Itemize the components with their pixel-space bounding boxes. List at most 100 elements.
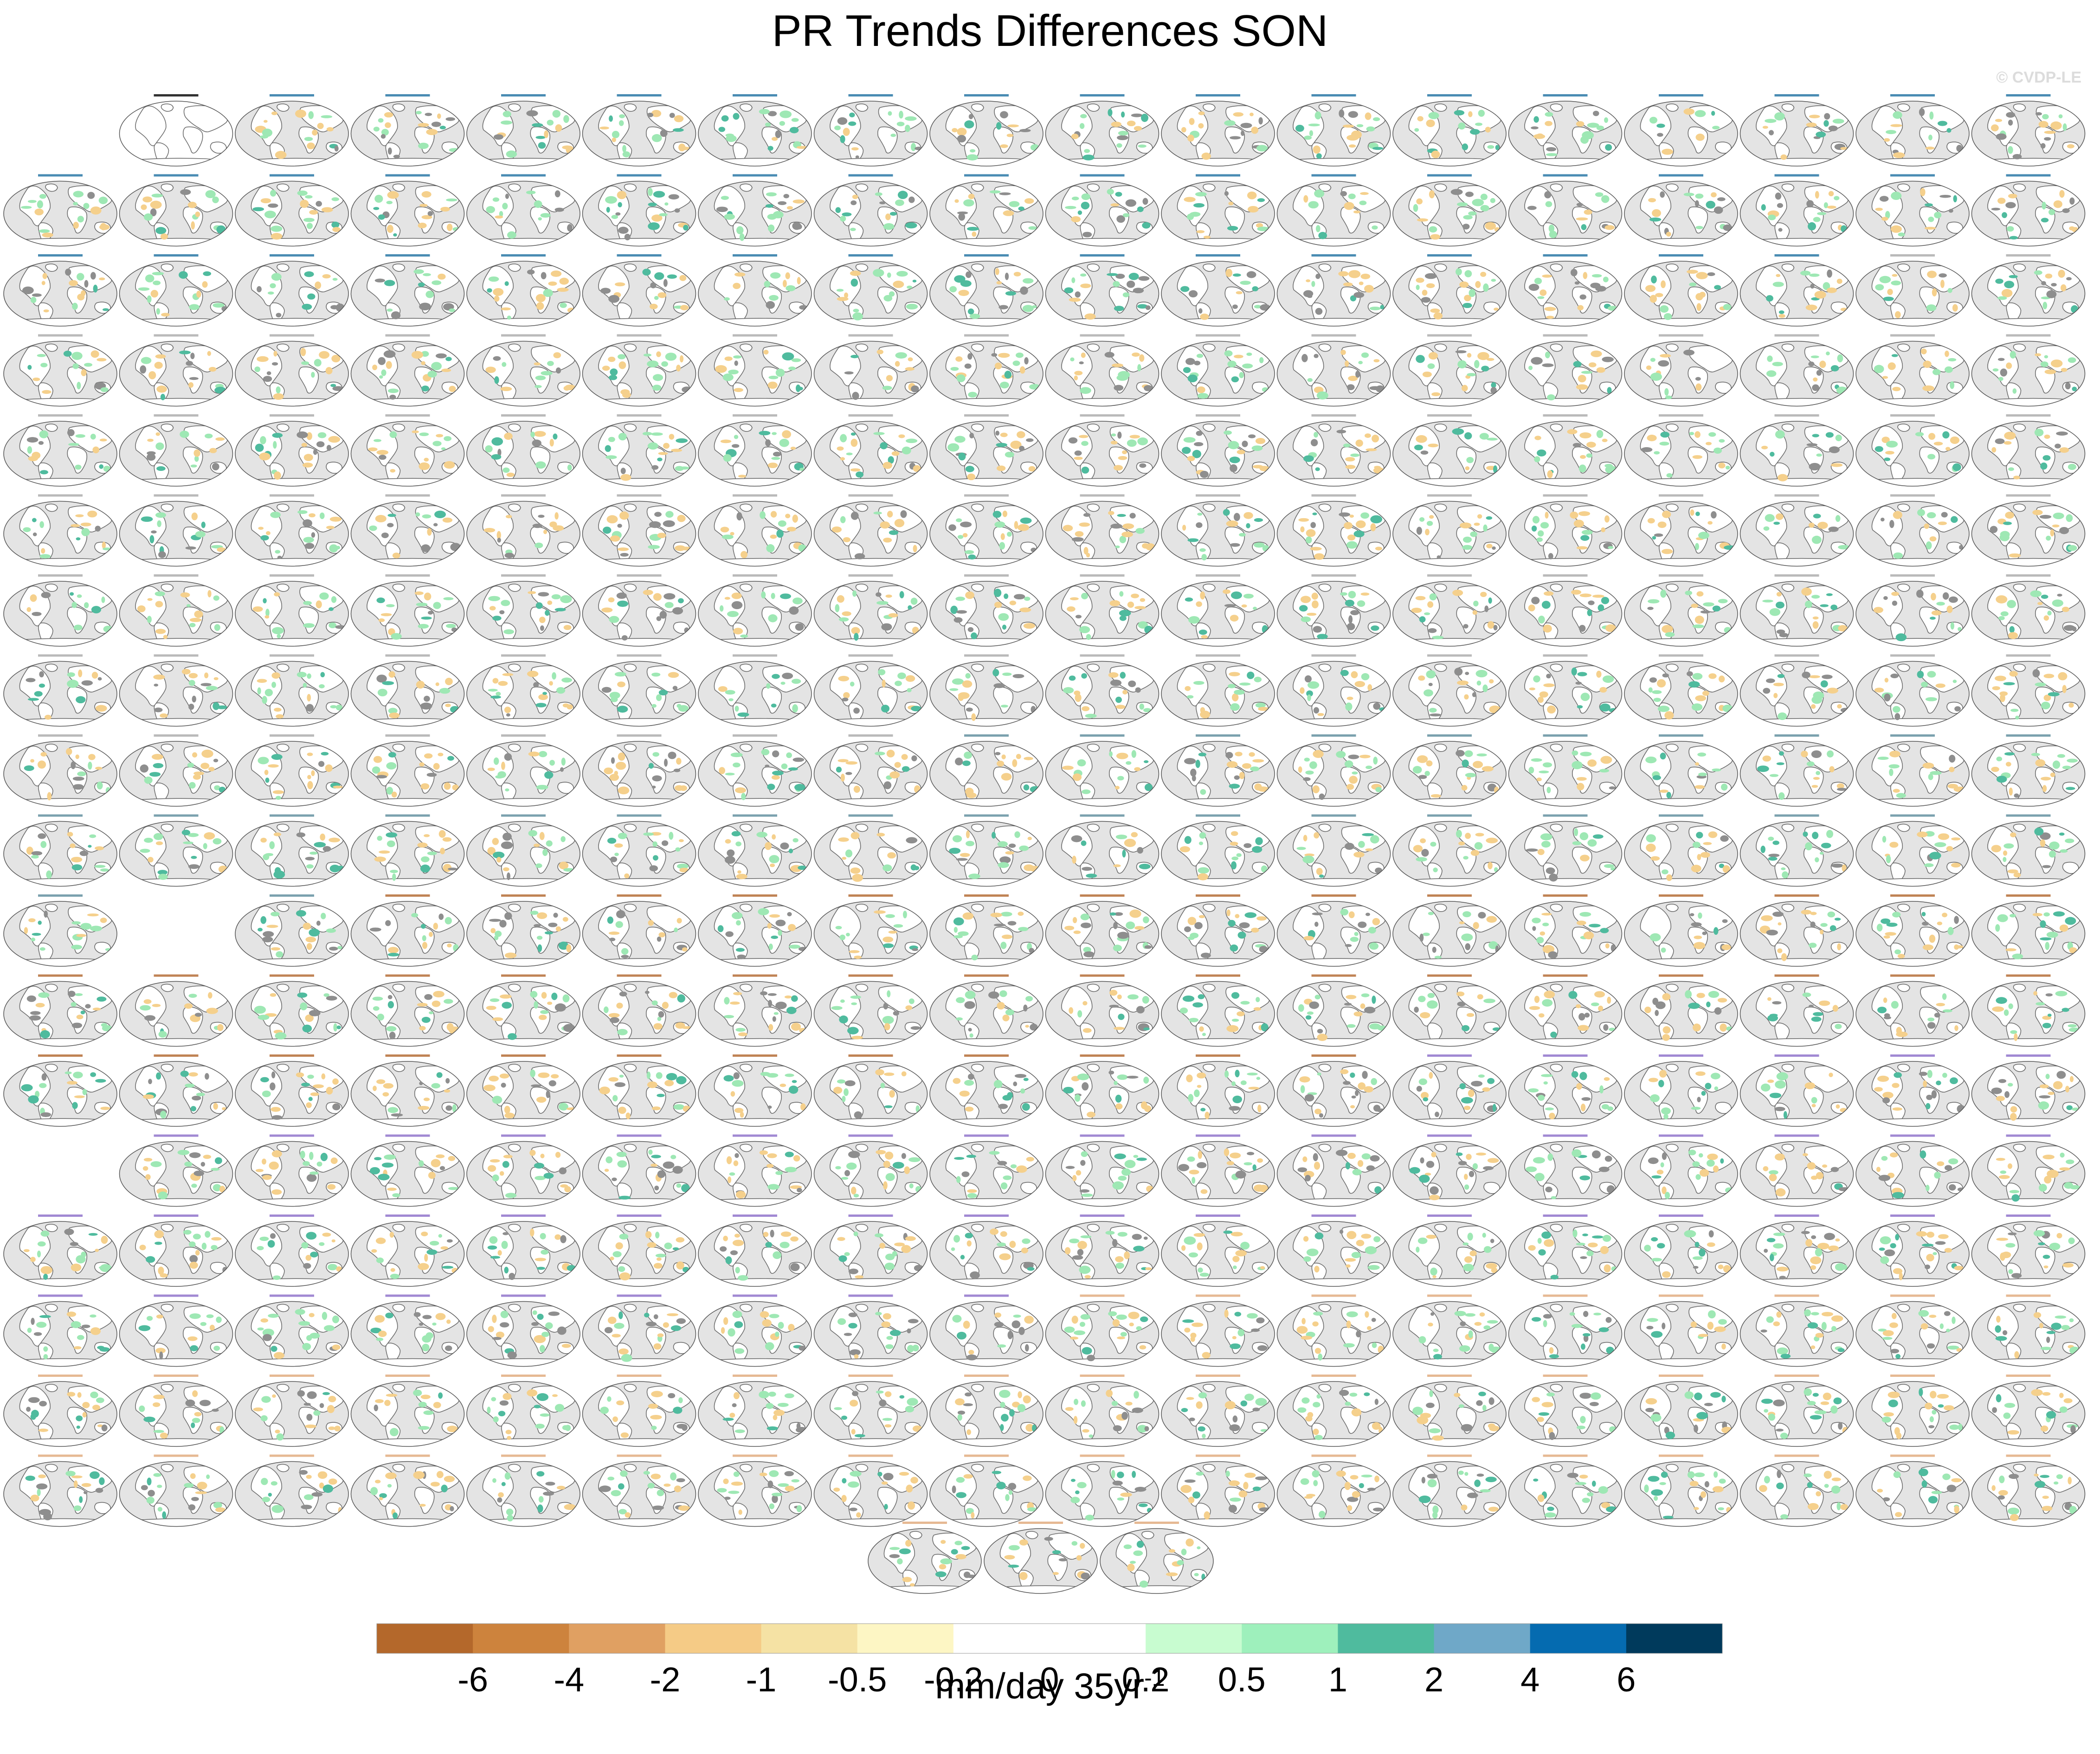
trend-patch (1587, 609, 1592, 617)
panel-title-mark (1427, 414, 1472, 417)
trend-patch (1230, 543, 1240, 547)
trend-patch (1598, 1005, 1604, 1012)
trend-patch (993, 923, 1006, 927)
trend-patch (1350, 937, 1359, 942)
trend-patch (994, 602, 1002, 608)
panel-title-mark (964, 334, 1009, 337)
trend-patch (1812, 434, 1819, 437)
trend-patch (503, 867, 509, 872)
trend-patch (1545, 512, 1549, 519)
trend-patch (1692, 673, 1703, 680)
trend-patch (1879, 276, 1891, 283)
trend-patch (216, 225, 226, 234)
trend-patch (1025, 1025, 1029, 1028)
trend-patch (1202, 1033, 1206, 1036)
trend-patch (1695, 543, 1699, 550)
trend-patch (676, 1076, 687, 1085)
trend-patch (1926, 304, 1937, 311)
map-border (1508, 501, 1623, 567)
trend-patch (492, 1017, 503, 1022)
trend-patch (536, 1097, 547, 1103)
trend-patch (1372, 996, 1376, 1004)
trend-patch (1487, 145, 1494, 149)
trend-patch (1533, 675, 1540, 683)
trend-patch (422, 514, 432, 519)
trend-patch (189, 623, 196, 628)
trend-patch (1661, 947, 1666, 953)
trend-patch (1199, 1026, 1204, 1032)
trend-patch (1947, 784, 1958, 789)
trend-patch (1950, 622, 1954, 630)
trend-patch (906, 837, 918, 844)
trend-patch (1339, 512, 1351, 517)
trend-patch (1353, 1011, 1363, 1017)
trend-patch (1576, 920, 1586, 925)
trend-patch (1826, 351, 1830, 356)
trend-patch (1760, 845, 1765, 853)
trend-patch (1712, 605, 1721, 612)
trend-patch (502, 832, 512, 841)
trend-patch (1875, 446, 1883, 452)
trend-patch (760, 1072, 771, 1076)
trend-patch (888, 111, 892, 116)
trend-patch (483, 528, 496, 533)
trend-patch (1482, 1087, 1490, 1092)
trend-patch (1689, 913, 1694, 917)
trend-patch (1118, 371, 1130, 379)
trend-patch (1483, 998, 1495, 1003)
trend-patch (1314, 995, 1321, 1000)
trend-patch (788, 848, 793, 854)
trend-patch (1417, 218, 1429, 222)
map-border (929, 821, 1044, 887)
trend-patch (1548, 553, 1553, 559)
trend-patch (92, 1008, 101, 1011)
map-border (1971, 501, 2086, 567)
panel-title-mark (1774, 94, 1819, 96)
map-panel (698, 494, 812, 567)
panel-title-mark (733, 974, 777, 977)
trend-patch (1300, 1085, 1305, 1093)
map-border (698, 981, 812, 1047)
trend-patch (766, 544, 775, 553)
panel-title-mark (385, 94, 430, 96)
trend-patch (274, 592, 280, 597)
trend-patch (1773, 521, 1780, 525)
trend-patch (1361, 673, 1370, 681)
panel-title-mark (1659, 94, 1703, 96)
trend-patch (189, 304, 200, 310)
panel-title-mark (1080, 734, 1125, 737)
trend-patch (731, 444, 740, 448)
trend-patch (967, 308, 974, 315)
map-border (235, 261, 349, 327)
map-land-layer (1394, 983, 1505, 1047)
trend-patch (538, 217, 542, 221)
trend-patch (1580, 693, 1590, 701)
panel-title-mark (38, 174, 83, 177)
map-border (1045, 421, 1160, 487)
trend-patch (612, 1095, 618, 1102)
trend-patch (389, 1032, 396, 1040)
trend-patch (532, 123, 543, 127)
trend-patch (26, 678, 36, 682)
trend-patch (2066, 277, 2072, 281)
map-panel (1045, 414, 1160, 487)
trend-patch (1820, 929, 1824, 935)
map-panel (119, 334, 233, 407)
map-panel (235, 1054, 349, 1127)
trend-patch (1917, 509, 1925, 516)
trend-patch (1932, 288, 1937, 297)
trend-patch (1810, 921, 1816, 928)
trend-patch (767, 1105, 772, 1109)
trend-patch (1724, 545, 1736, 550)
trend-patch (1122, 523, 1134, 529)
trend-patch (1371, 625, 1379, 631)
trend-patch (1778, 314, 1785, 318)
trend-patch (993, 589, 1002, 598)
trend-patch (1115, 696, 1122, 703)
trend-patch (1224, 604, 1236, 607)
map-panel (350, 174, 465, 247)
trend-patch (883, 936, 894, 943)
trend-patch (1355, 371, 1360, 378)
trend-patch (383, 1083, 394, 1089)
trend-patch (1685, 990, 1692, 999)
